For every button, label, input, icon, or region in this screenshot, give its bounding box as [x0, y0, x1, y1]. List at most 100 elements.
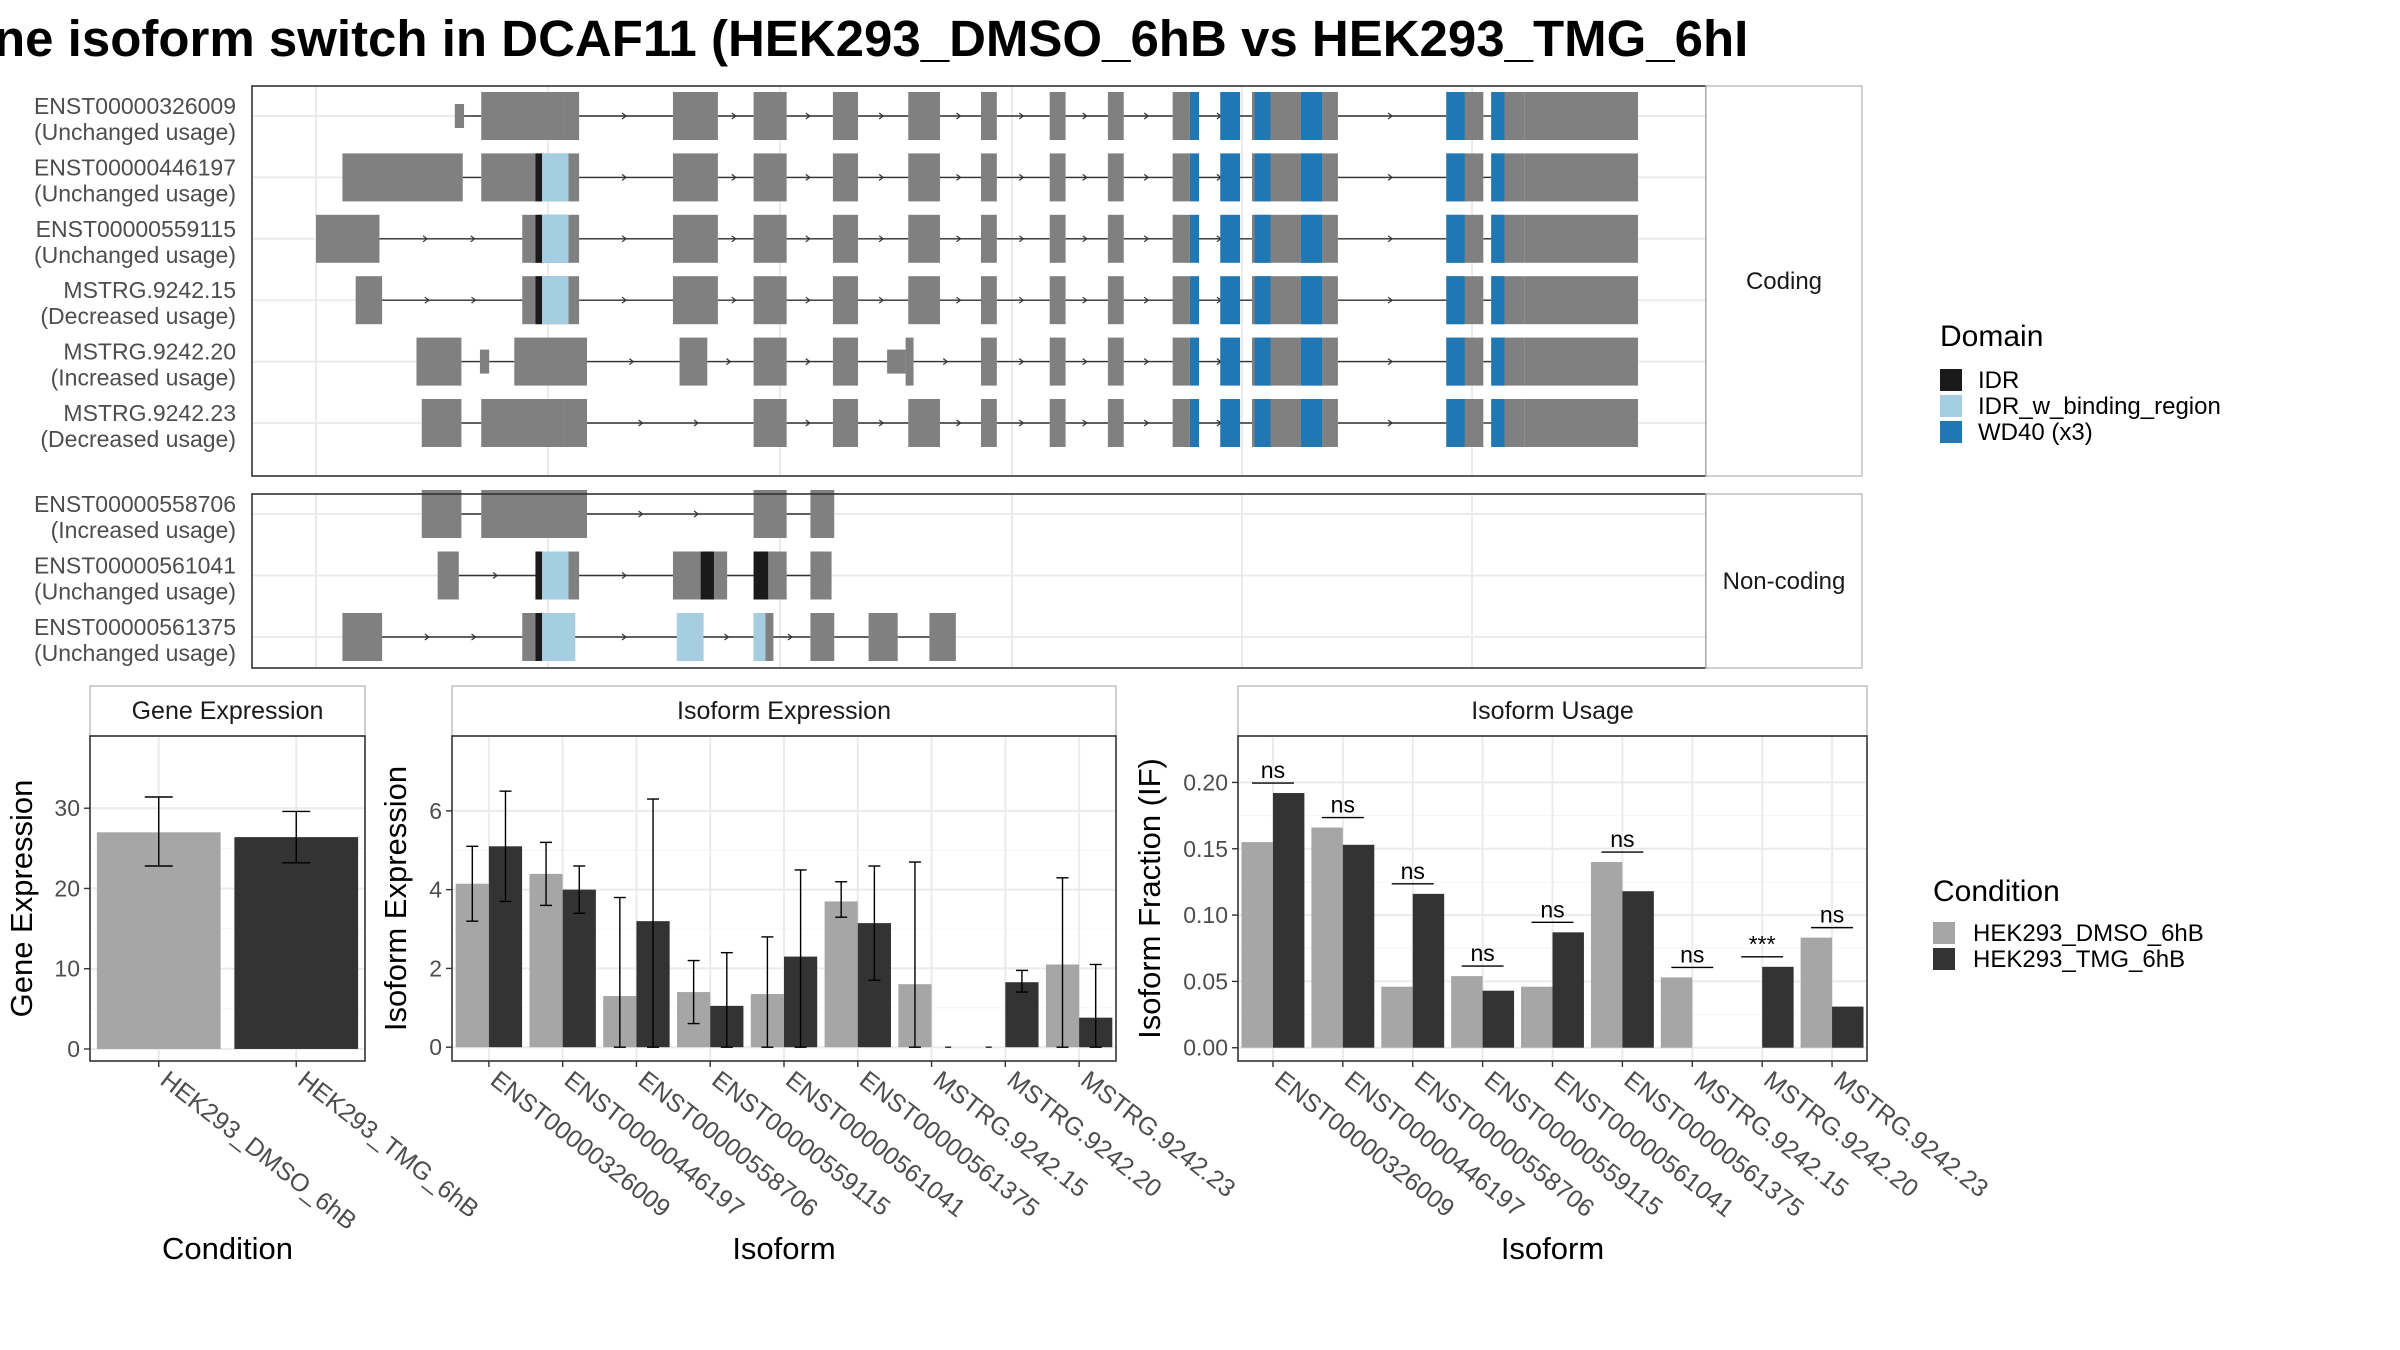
facet-background — [252, 86, 1706, 476]
transcript-usage-label: (Unchanged usage) — [34, 579, 236, 605]
y-tick-label: 10 — [54, 956, 80, 982]
intron-arrow — [956, 296, 962, 304]
transcript-name-label: MSTRG.9242.20 — [63, 339, 236, 365]
intron-arrow — [731, 235, 737, 243]
transcript-name-label: ENST00000561375 — [34, 614, 236, 640]
x-axis-title: Isoform — [1501, 1231, 1604, 1266]
intron-arrow — [1387, 419, 1394, 427]
legend-key-idr-w-binding-region — [1940, 395, 1962, 417]
domain-idr-w-binding-region — [676, 613, 704, 661]
facet-strip-label: Non-coding — [1723, 568, 1846, 595]
exon-block — [1107, 214, 1124, 263]
structure-facet-coding: ENST00000326009(Unchanged usage)ENST0000… — [34, 85, 1863, 477]
bar — [1241, 842, 1273, 1048]
exon-block — [929, 613, 956, 661]
intron-arrow — [424, 633, 430, 641]
exon-block — [479, 349, 490, 374]
panel-title: Isoform Expression — [677, 697, 891, 725]
exon-block — [481, 399, 565, 447]
exon-block — [1049, 337, 1066, 386]
domain-idr-w-binding-region — [542, 153, 569, 202]
domain-wd40 — [1300, 337, 1323, 386]
exon-block — [1464, 276, 1484, 325]
exon-block — [1270, 153, 1301, 202]
transcript-name-label: MSTRG.9242.15 — [63, 277, 236, 303]
exon-block — [810, 490, 835, 538]
transcript-enst00000558706: ENST00000558706(Increased usage) — [34, 490, 835, 543]
intron-arrow — [638, 510, 644, 518]
exon-block — [1049, 92, 1066, 140]
exon-block — [713, 551, 728, 600]
exon-block — [1464, 92, 1484, 140]
domain-wd40 — [1220, 337, 1241, 386]
exon-block — [342, 613, 383, 661]
intron-arrow — [956, 112, 962, 120]
bar — [1762, 966, 1794, 1048]
exon-block — [810, 551, 832, 600]
significance-label: ns — [1540, 896, 1564, 922]
facet-strip — [1705, 85, 1863, 477]
exon-block — [1270, 399, 1301, 447]
y-tick-label: 0.20 — [1183, 769, 1228, 795]
significance-label: ns — [1401, 858, 1425, 884]
exon-block — [481, 153, 536, 202]
exon-block — [1322, 153, 1338, 202]
panel-border — [89, 735, 366, 1062]
isoform-usage-panel: Isoform Usage ns ns ns ns ns ns ns *** ns 0.00 0.05… — [1132, 685, 1993, 1266]
exon-block — [1172, 399, 1190, 447]
domain-idr-w-binding-region — [542, 613, 576, 661]
intron-arrow — [1082, 358, 1088, 366]
domain-idr-w-binding-region — [542, 214, 569, 263]
intron-arrow — [621, 112, 628, 120]
y-tick-label: 0 — [67, 1036, 80, 1062]
exon-block — [437, 551, 459, 600]
significance-label: ns — [1470, 940, 1494, 966]
domain-idr — [535, 613, 543, 661]
domain-wd40 — [1300, 92, 1323, 140]
exon-block — [672, 276, 718, 325]
bar — [1590, 862, 1623, 1048]
domain-wd40 — [1491, 214, 1505, 263]
exon-block — [832, 399, 859, 447]
intron-arrow — [693, 419, 700, 427]
exon-block — [980, 337, 997, 386]
transcript-structure-plot: ENST00000326009(Unchanged usage)ENST0000… — [34, 85, 1863, 669]
legend-key-tmg — [1933, 948, 1955, 970]
intron-arrow — [1387, 296, 1394, 304]
intron-arrow — [724, 633, 730, 641]
domain-wd40 — [1254, 276, 1271, 325]
exon-block — [832, 92, 859, 140]
exon-block — [564, 399, 588, 447]
exon-block — [481, 92, 565, 140]
exon-block — [1172, 214, 1190, 263]
y-tick-label: 2 — [429, 955, 442, 981]
domain-wd40 — [1220, 92, 1241, 140]
domain-wd40 — [1491, 337, 1505, 386]
intron-arrow — [805, 112, 811, 120]
intron-arrow — [1018, 235, 1025, 243]
transcript-usage-label: (Decreased usage) — [40, 426, 236, 452]
transcript-enst00000561041: ENST00000561041(Unchanged usage) — [34, 551, 832, 605]
exon-block — [1049, 276, 1066, 325]
intron-arrow — [470, 235, 476, 243]
exon-block — [342, 153, 463, 202]
intron-arrow — [787, 633, 793, 641]
exon-block — [832, 153, 859, 202]
transcript-name-label: ENST00000561041 — [34, 553, 236, 579]
intron-arrow — [693, 510, 700, 518]
panel-strip — [451, 685, 1117, 737]
exon-block — [1107, 153, 1124, 202]
significance-label: ns — [1680, 941, 1704, 967]
domain-idr — [753, 551, 769, 600]
exon-block — [1270, 92, 1301, 140]
exon-block — [810, 613, 835, 661]
exon-block — [980, 92, 997, 140]
intron-arrow — [1387, 112, 1394, 120]
transcript-name-label: ENST00000559115 — [36, 216, 236, 242]
intron-arrow — [621, 633, 628, 641]
domain-wd40 — [1254, 337, 1271, 386]
exon-block — [1464, 214, 1484, 263]
x-axis-title: Isoform — [732, 1231, 835, 1266]
panel-strip — [1237, 685, 1868, 737]
